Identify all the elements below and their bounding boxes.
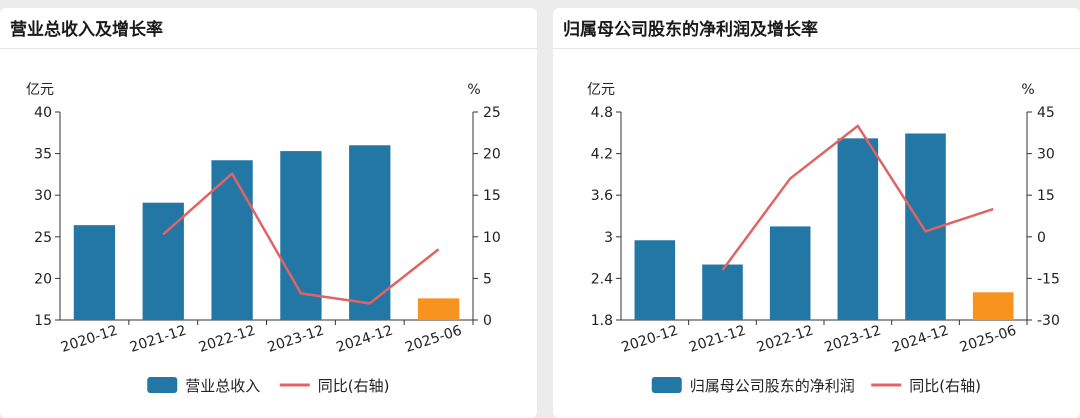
y-tick-label: 15 — [34, 313, 52, 329]
title-divider — [0, 48, 537, 49]
x-tick-label: 2025-06 — [403, 323, 464, 356]
revenue-chart-panel: 营业总收入及增长率 亿元% 15 20 25 30 35 40 0 5 10 15 20 25 2020-… — [0, 8, 537, 418]
legend-bar-swatch — [147, 377, 178, 393]
bar — [73, 225, 116, 320]
bar — [769, 226, 811, 320]
x-tick-label: 2020-12 — [619, 323, 680, 356]
legend-bar-swatch — [651, 377, 682, 393]
y-axis-label: 亿元 — [587, 82, 615, 98]
x-tick-label: 2021-12 — [128, 323, 189, 356]
legend-line-label: 同比(右轴) — [909, 377, 981, 395]
y-tick-label: 25 — [34, 230, 52, 246]
y2-tick-label: 15 — [1037, 188, 1055, 204]
y2-tick-label: 45 — [1037, 105, 1055, 121]
bar — [417, 298, 460, 320]
x-tick-label: 2023-12 — [266, 323, 327, 356]
yoy-growth-line — [162, 172, 440, 305]
bar — [702, 264, 743, 320]
y-tick-label: 1.8 — [591, 313, 613, 329]
y2-axis-label: % — [1021, 82, 1034, 98]
legend-bar-label: 营业总收入 — [185, 377, 260, 395]
y-tick-label: 3 — [604, 230, 613, 246]
legend-bar-label: 归属母公司股东的净利润 — [690, 377, 855, 395]
y-tick-label: 30 — [34, 188, 52, 204]
y2-tick-label: 10 — [483, 230, 501, 246]
chart-title: 归属母公司股东的净利润及增长率 — [563, 20, 818, 40]
y-tick-label: 3.6 — [591, 188, 613, 204]
legend-line-label: 同比(右轴) — [318, 377, 390, 395]
y-tick-label: 2.4 — [591, 271, 613, 287]
x-tick-label: 2024-12 — [890, 323, 951, 356]
y2-tick-label: 0 — [483, 313, 492, 329]
y2-axis-label: % — [467, 82, 480, 98]
y2-tick-label: -15 — [1037, 271, 1060, 287]
x-tick-label: 2022-12 — [755, 323, 816, 356]
y-tick-label: 35 — [34, 147, 52, 163]
x-tick-label: 2020-12 — [59, 323, 120, 356]
title-divider — [553, 48, 1080, 49]
x-tick-label: 2023-12 — [822, 323, 883, 356]
x-tick-label: 2025-06 — [958, 323, 1019, 356]
bar — [837, 138, 879, 320]
y2-tick-label: 5 — [483, 271, 492, 287]
net-profit-chart-panel: 归属母公司股东的净利润及增长率 亿元% 1.8 2.4 3 3.6 4.2 4.8 -30 -1… — [553, 8, 1080, 418]
y-tick-label: 4.8 — [591, 105, 613, 121]
y-tick-label: 4.2 — [591, 147, 613, 163]
y-tick-label: 40 — [34, 105, 52, 121]
bar — [634, 240, 676, 320]
bar — [211, 160, 253, 320]
x-tick-label: 2024-12 — [334, 323, 395, 356]
y2-tick-label: 0 — [1037, 230, 1046, 246]
x-tick-label: 2022-12 — [197, 323, 258, 356]
x-tick-label: 2021-12 — [687, 323, 748, 356]
bar — [349, 145, 391, 320]
chart-title: 营业总收入及增长率 — [10, 20, 163, 40]
y2-tick-label: -30 — [1037, 313, 1060, 329]
y-axis-label: 亿元 — [26, 82, 54, 98]
y2-tick-label: 25 — [483, 105, 501, 121]
y-tick-label: 20 — [34, 271, 52, 287]
yoy-growth-line — [721, 124, 994, 271]
y2-tick-label: 20 — [483, 147, 501, 163]
y2-tick-label: 30 — [1037, 147, 1055, 163]
bar — [972, 292, 1014, 320]
y2-tick-label: 15 — [483, 188, 501, 204]
